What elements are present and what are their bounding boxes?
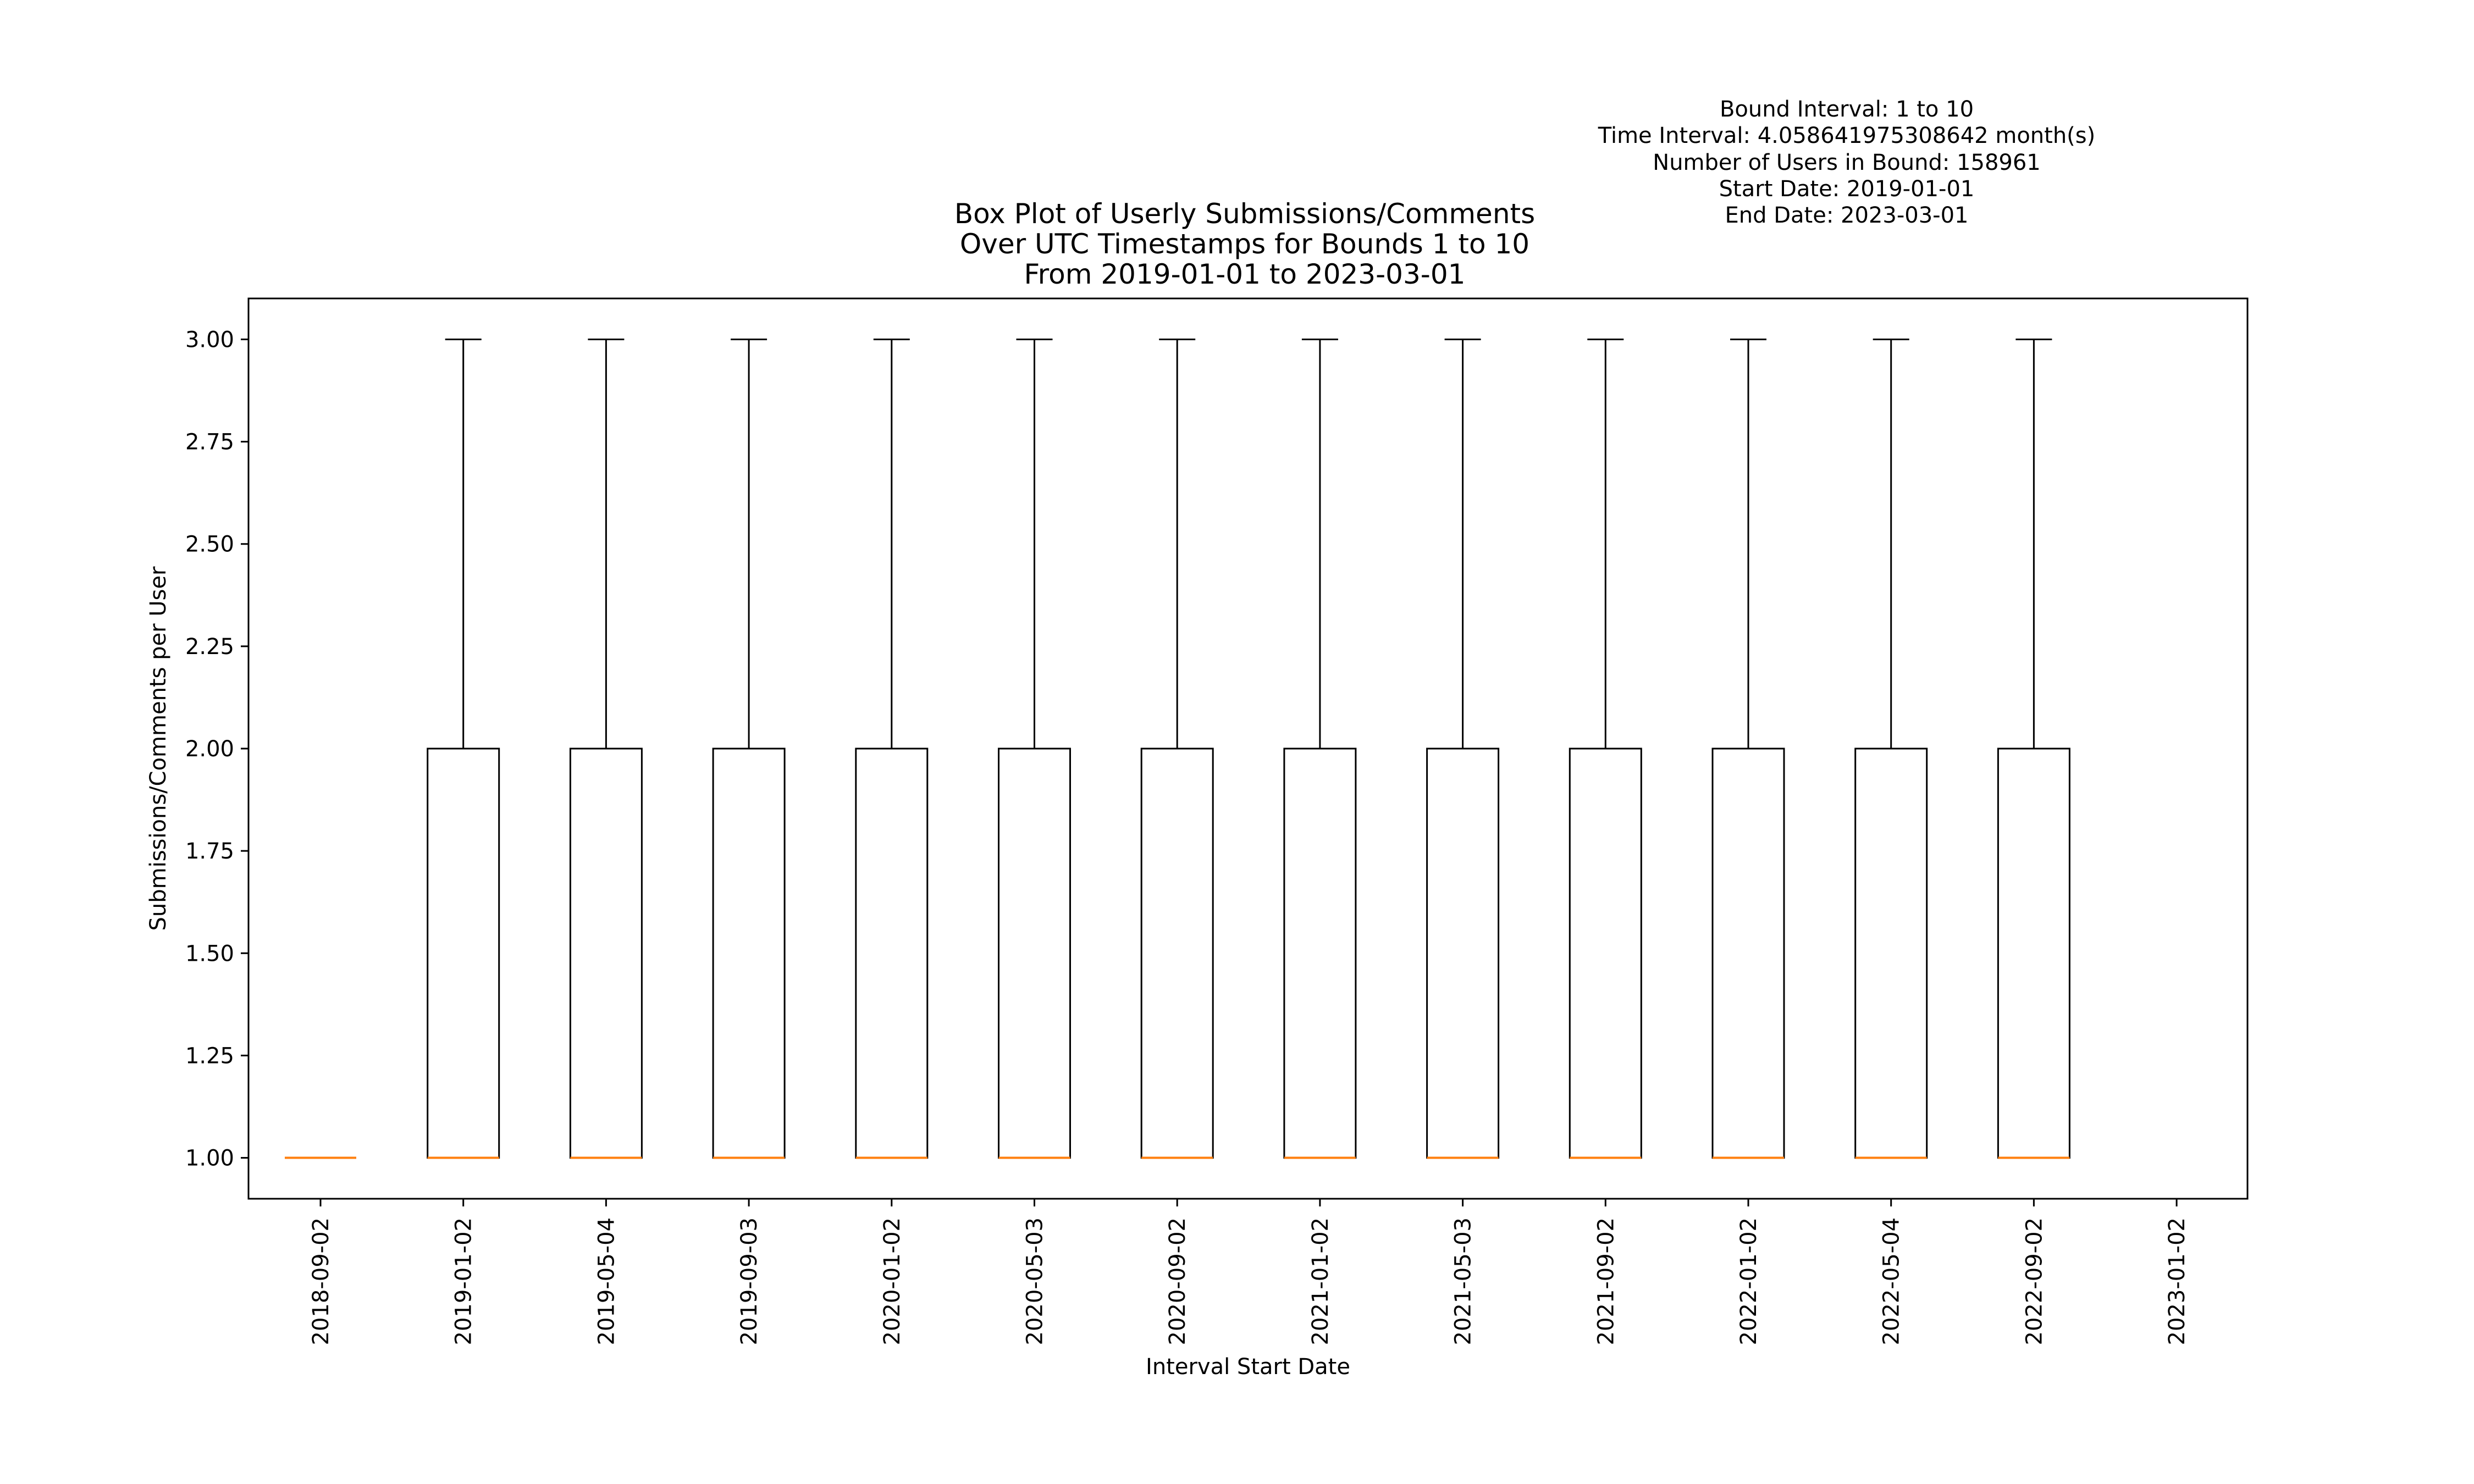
box-2020-05-03 (998, 338, 1071, 1159)
x-tick-label: 2022-05-04 (1879, 1217, 1904, 1345)
x-tick-label: 2021-01-02 (1308, 1217, 1333, 1345)
chart-title-line: From 2019-01-01 to 2023-03-01 (1024, 258, 1466, 290)
chart-title: Box Plot of Userly Submissions/Comments … (954, 198, 1535, 290)
box-body (1140, 747, 1214, 1159)
x-tick-label: 2020-09-02 (1165, 1217, 1190, 1345)
x-tick-label: 2020-05-03 (1023, 1217, 1048, 1345)
box-2021-01-02 (1283, 338, 1357, 1159)
x-tick-label: 2022-01-02 (1736, 1217, 1761, 1345)
box-body (1569, 747, 1642, 1159)
box-2021-05-03 (1426, 338, 1500, 1159)
info-line: End Date: 2023-03-01 (1725, 203, 1969, 228)
plot-frame (247, 297, 2249, 1200)
info-block: Bound Interval: 1 to 10 Time Interval: 4… (1598, 97, 2095, 228)
y-tick-label: 1.75 (185, 839, 234, 864)
y-tick-label: 2.75 (185, 430, 234, 455)
y-axis: 1.00 1.25 1.50 1.75 2.00 2.25 2.50 2.75 3.00 (185, 327, 248, 1171)
y-tick-label: 1.00 (185, 1146, 234, 1171)
box-2019-05-04 (569, 338, 643, 1159)
box-2019-09-03 (712, 338, 786, 1159)
info-line: Time Interval: 4.058641975308642 month(s… (1598, 123, 2095, 148)
box-2021-09-02 (1569, 338, 1642, 1159)
x-tick-label: 2019-09-03 (737, 1217, 762, 1345)
box-body (1711, 747, 1785, 1159)
y-tick-label: 2.00 (185, 737, 234, 762)
info-line: Start Date: 2019-01-01 (1719, 176, 1975, 202)
box-body (998, 747, 1071, 1159)
box-body (1997, 747, 2070, 1159)
box-2022-01-02 (1711, 338, 1785, 1159)
x-tick-label: 2020-01-02 (880, 1217, 905, 1345)
info-line: Bound Interval: 1 to 10 (1720, 97, 1974, 122)
y-tick-label: 2.50 (185, 532, 234, 557)
box-body (712, 747, 786, 1159)
box-body (569, 747, 643, 1159)
x-tick-label: 2022-09-02 (2022, 1217, 2047, 1345)
y-axis-label: Submissions/Comments per User (146, 566, 171, 931)
box-2020-01-02 (855, 338, 929, 1159)
x-tick-label: 2019-05-04 (594, 1217, 619, 1345)
box-2022-05-04 (1854, 338, 1928, 1159)
y-tick-label: 2.25 (185, 634, 234, 660)
x-tick-label: 2023-01-02 (2164, 1217, 2190, 1345)
info-line: Number of Users in Bound: 158961 (1653, 150, 2040, 175)
y-tick-label: 3.00 (185, 327, 234, 352)
box-body (855, 747, 929, 1159)
box-2022-09-02 (1997, 338, 2070, 1159)
plot-marks (285, 338, 2070, 1159)
box-body (1283, 747, 1357, 1159)
box-2020-09-02 (1140, 338, 1214, 1159)
y-tick-label: 1.50 (185, 941, 234, 966)
x-tick-label: 2019-01-02 (451, 1217, 477, 1345)
x-axis-label: Interval Start Date (1146, 1354, 1350, 1380)
y-tick-label: 1.25 (185, 1043, 234, 1068)
box-2019-01-02 (427, 338, 500, 1159)
x-tick-label: 2021-09-02 (1593, 1217, 1619, 1345)
box-body (1426, 747, 1500, 1159)
chart-title-line: Over UTC Timestamps for Bounds 1 to 10 (960, 228, 1529, 260)
x-tick-label: 2018-09-02 (308, 1217, 334, 1345)
x-tick-label: 2021-05-03 (1451, 1217, 1476, 1345)
box-body (427, 747, 500, 1159)
chart-title-line: Box Plot of Userly Submissions/Comments (954, 198, 1535, 230)
x-axis: 2018-09-02 2019-01-02 2019-05-04 2019-09-03… (308, 1199, 2190, 1345)
box-body (1854, 747, 1928, 1159)
